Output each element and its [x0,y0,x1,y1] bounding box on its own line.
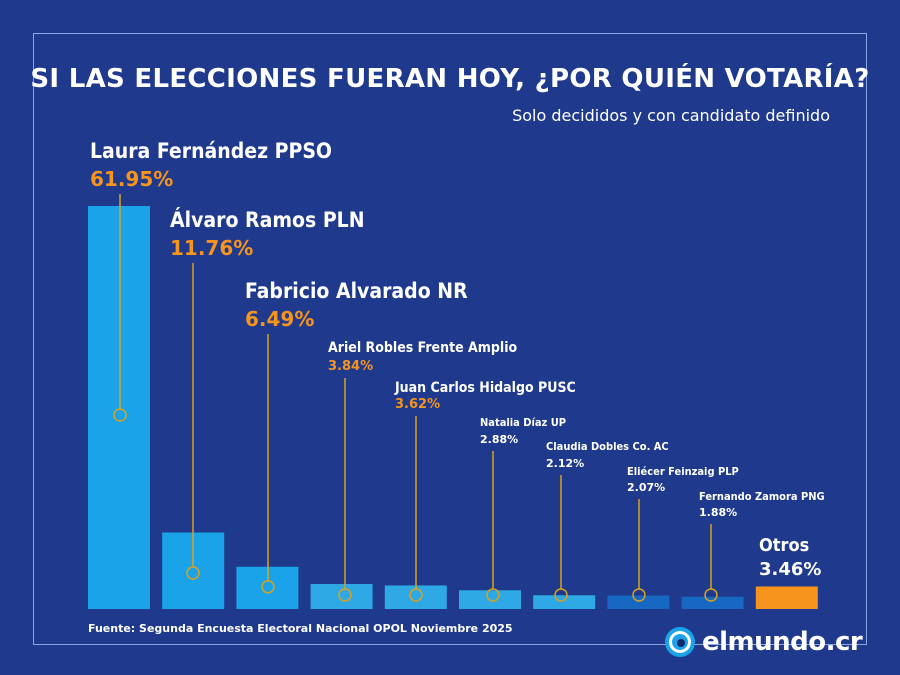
logo-text: elmundo.cr [702,627,863,657]
bar-1 [88,206,150,609]
leader-marker-3 [261,580,275,594]
category-label-7: Claudia Dobles Co. AC [546,440,669,453]
value-label-8: 2.07% [627,481,665,494]
chart-subtitle: Solo decididos y con candidato definido [512,106,830,125]
value-label-1: 61.95% [90,167,173,191]
category-label-2: Álvaro Ramos PLN [170,207,365,232]
leader-marker-8 [632,588,646,602]
category-label-4: Ariel Robles Frente Amplio [328,340,518,356]
leader-marker-1 [113,408,127,422]
bar-5 [384,585,447,609]
chart-title: SI LAS ELECCIONES FUERAN HOY, ¿POR QUIÉN… [30,64,870,94]
value-label-7: 2.12% [546,457,584,470]
value-label-10: 3.46% [759,559,821,580]
bar-4 [310,584,373,609]
value-label-3: 6.49% [245,307,314,331]
leader-marker-5 [409,588,423,602]
leader-marker-2 [186,566,200,580]
brand-logo: elmundo.cr [664,624,863,660]
category-label-5: Juan Carlos Hidalgo PUSC [394,380,576,396]
category-label-8: Eliécer Feinzaig PLP [627,465,739,478]
source-note: Fuente: Segunda Encuesta Electoral Nacio… [88,622,513,635]
value-label-5: 3.62% [395,397,440,412]
leader-marker-9 [704,588,718,602]
chart-frame [33,33,867,645]
value-label-6: 2.88% [480,433,518,446]
value-label-4: 3.84% [328,359,373,374]
value-label-9: 1.88% [699,506,737,519]
leader-marker-6 [486,588,500,602]
category-label-6: Natalia Díaz UP [480,416,566,429]
leader-marker-7 [554,588,568,602]
value-label-2: 11.76% [170,236,253,260]
leader-marker-4 [338,588,352,602]
category-label-10: Otros [759,535,809,556]
category-label-1: Laura Fernández PPSO [90,139,332,163]
category-label-9: Fernando Zamora PNG [699,490,825,503]
bar-7 [533,595,596,609]
logo-icon [665,627,695,657]
bar-9 [681,596,744,609]
category-label-3: Fabricio Alvarado NR [245,279,468,303]
bar-10 [755,586,818,609]
bar-8 [607,595,670,609]
